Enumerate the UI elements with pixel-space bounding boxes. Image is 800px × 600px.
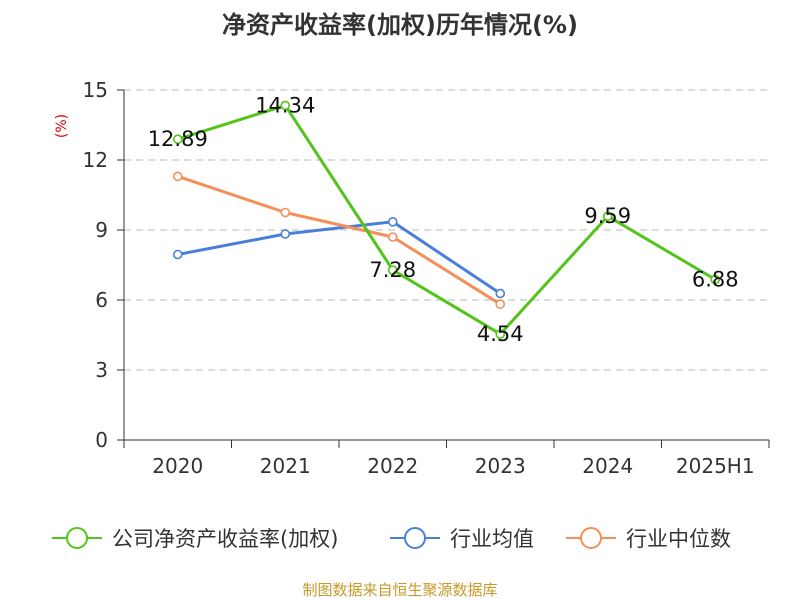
series-0 — [172, 100, 721, 339]
y-tick-label: 6 — [95, 288, 108, 312]
x-tick-label: 2024 — [582, 454, 633, 478]
legend-item-0: 公司净资产收益率(加权) — [52, 527, 338, 551]
data-point — [387, 232, 398, 242]
y-tick-label: 0 — [95, 428, 108, 452]
data-label: 12.89 — [148, 127, 208, 151]
series-layer — [172, 100, 721, 339]
data-point — [602, 211, 613, 222]
series-line — [177, 103, 717, 336]
legend-swatch-marker — [66, 527, 88, 549]
series-line — [177, 174, 502, 306]
y-tick-label: 12 — [83, 148, 108, 172]
chart-title: 净资产收益率(加权)历年情况(%) — [222, 11, 578, 39]
data-point — [495, 299, 506, 310]
legend-label: 公司净资产收益率(加权) — [112, 527, 338, 551]
data-label: 6.88 — [692, 267, 739, 291]
x-tick-label: 2023 — [475, 454, 526, 478]
grid-lines — [124, 89, 769, 371]
legend-item-2: 行业中位数 — [566, 527, 731, 551]
data-point — [172, 171, 183, 182]
data-source-note: 制图数据来自恒生聚源数据库 — [302, 581, 497, 599]
data-point — [172, 249, 183, 260]
data-point — [280, 100, 291, 111]
legend-item-1: 行业均值 — [390, 527, 534, 551]
data-point — [280, 229, 291, 239]
y-tick-label: 15 — [83, 78, 108, 102]
series-1 — [172, 217, 506, 299]
data-label: 9.59 — [584, 204, 631, 228]
y-tick-label: 9 — [95, 218, 108, 242]
legend: 公司净资产收益率(加权) 行业均值 行业中位数 — [52, 527, 731, 551]
data-point — [495, 288, 506, 299]
data-point — [495, 329, 506, 339]
data-point — [387, 217, 398, 227]
x-tick-label: 2021 — [260, 454, 311, 478]
legend-label: 行业中位数 — [626, 527, 731, 551]
legend-label: 行业均值 — [450, 527, 534, 551]
data-label: 7.28 — [369, 258, 416, 282]
x-tick-label: 2025H1 — [676, 454, 755, 478]
axes: 0 3 6 9 12 15 2020 2021 2022 2023 2024 2025H1 — [83, 78, 770, 478]
data-label: 14.34 — [255, 93, 315, 117]
data-labels: 12.89 14.34 7.28 4.54 9.59 6.88 — [148, 93, 739, 346]
y-tick-label: 3 — [95, 358, 108, 382]
data-point — [387, 265, 398, 275]
y-axis-unit: (%) — [54, 114, 70, 138]
legend-swatch-marker — [580, 527, 602, 549]
series-2 — [172, 171, 506, 310]
data-point — [710, 274, 721, 285]
legend-swatch-marker — [404, 527, 426, 549]
data-point — [172, 134, 183, 145]
data-point — [280, 207, 291, 218]
series-line — [177, 220, 502, 295]
x-tick-label: 2022 — [367, 454, 418, 478]
data-label: 4.54 — [477, 322, 524, 346]
x-tick-label: 2020 — [152, 454, 203, 478]
